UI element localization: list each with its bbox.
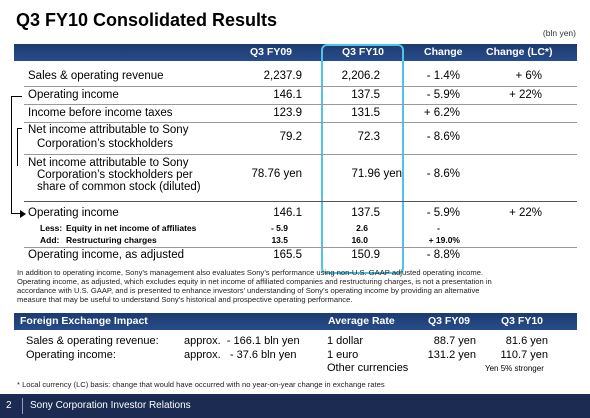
fx-other: Other currencies — [327, 362, 409, 374]
fx-opinc-value: approx. - 37.6 bln yen — [184, 349, 297, 361]
row-adjusted-label: Operating income, as adjusted — [28, 249, 184, 261]
row-pretax-change: + 6.2% — [423, 107, 460, 119]
row-opinc2-fy10: 137.5 — [351, 207, 380, 219]
row-opinc-label: Operating income — [28, 89, 119, 101]
divider — [24, 201, 577, 202]
gaap-note-2: Operating income, as adjusted, which exc… — [17, 277, 492, 286]
fx-sales-label: Sales & operating revenue: — [26, 335, 159, 347]
row-sales-change: - 1.4% — [426, 70, 460, 82]
fx-opinc-label: Operating income: — [26, 349, 116, 361]
row-less-fy09: - 5.9 — [270, 223, 288, 233]
row-eps-change: - 8.6% — [426, 168, 460, 180]
fx-other-note: Yen 5% stronger — [485, 364, 544, 373]
row-pretax-fy09: 123.9 — [273, 107, 302, 119]
row-adjusted-fy10: 150.9 — [351, 249, 380, 261]
gaap-note-3: accordance with U.S. GAAP, and is presen… — [17, 286, 480, 295]
row-add-prefix: Add: — [40, 235, 60, 245]
fx-euro-fy09: 131.2 yen — [427, 349, 476, 361]
row-opinc-lc: + 22% — [509, 89, 542, 101]
gaap-note-4: measure that may be useful to understand… — [17, 295, 353, 304]
row-eps-label3: share of common stock (diluted) — [37, 181, 201, 193]
row-adjusted-change: - 8.8% — [426, 249, 460, 261]
gaap-note-1: In addition to operating income, Sony’s … — [17, 268, 484, 277]
fx-col-rate: Average Rate — [328, 315, 395, 327]
row-sales-label: Sales & operating revenue — [28, 70, 164, 82]
footer-bar: 2 Sony Corporation Investor Relations — [0, 394, 590, 418]
row-eps-label1: Net income attributable to Sony — [28, 157, 189, 169]
net-income-bracket — [17, 128, 22, 166]
arrow-icon — [20, 210, 26, 218]
fx-sales-value: approx. - 166.1 bln yen — [184, 335, 300, 347]
fx-dollar-fy10: 81.6 yen — [505, 335, 548, 347]
col-q3fy10: Q3 FY10 — [342, 46, 385, 58]
row-opinc2-fy09: 146.1 — [273, 207, 302, 219]
row-pretax-fy10: 131.5 — [351, 107, 380, 119]
row-netinc-label1: Net income attributable to Sony — [28, 124, 189, 136]
row-netinc-label2: Corporation’s stockholders — [37, 138, 173, 150]
q3fy10-highlight-box — [321, 44, 404, 274]
divider — [24, 247, 577, 248]
fx-dollar-fy09: 88.7 yen — [433, 335, 476, 347]
footer-text: Sony Corporation Investor Relations — [30, 400, 191, 411]
fx-euro: 1 euro — [327, 349, 359, 361]
row-sales-fy09: 2,237.9 — [263, 70, 302, 82]
row-eps-fy10: 71.96 yen — [351, 168, 402, 180]
row-sales-lc: + 6% — [515, 70, 542, 82]
fx-col-fy10: Q3 FY10 — [501, 315, 544, 327]
footer-divider — [22, 398, 23, 414]
row-netinc-change: - 8.6% — [426, 131, 460, 143]
row-sales-fy10: 2,206.2 — [341, 70, 380, 82]
page-title: Q3 FY10 Consolidated Results — [16, 10, 278, 30]
row-pretax-label: Income before income taxes — [28, 107, 173, 119]
divider — [24, 86, 577, 87]
fx-dollar: 1 dollar — [327, 335, 364, 347]
row-opinc2-label: Operating income — [28, 207, 119, 219]
row-less-change: - — [437, 223, 440, 233]
unit-label: (bln yen) — [542, 28, 576, 38]
row-opinc2-lc: + 22% — [509, 207, 542, 219]
row-less-fy10: 2.6 — [356, 223, 368, 233]
row-add-fy09: 13.5 — [271, 235, 288, 245]
divider — [24, 122, 577, 123]
row-opinc-change: - 5.9% — [426, 89, 460, 101]
row-less-prefix: Less: — [40, 223, 63, 233]
lc-footnote: * Local currency (LC) basis: change that… — [17, 380, 385, 389]
page-number: 2 — [6, 400, 12, 411]
row-add-change: + 19.0% — [428, 235, 460, 245]
row-netinc-fy09: 79.2 — [279, 131, 302, 143]
row-adjusted-fy09: 165.5 — [273, 249, 302, 261]
fx-col-fy09: Q3 FY09 — [428, 315, 471, 327]
col-q3fy09: Q3 FY09 — [250, 46, 293, 58]
fx-header-title: Foreign Exchange Impact — [20, 315, 148, 327]
col-change: Change — [424, 46, 463, 58]
operating-income-bracket — [11, 96, 22, 214]
row-add-fy10: 16.0 — [351, 235, 368, 245]
divider — [24, 104, 577, 105]
fx-table-header: Foreign Exchange Impact Average Rate Q3 … — [14, 313, 577, 330]
row-less-label: Equity in net income of affiliates — [66, 223, 197, 233]
row-eps-label2: Corporation’s stockholders per — [37, 169, 193, 181]
row-opinc-fy09: 146.1 — [273, 89, 302, 101]
row-netinc-fy10: 72.3 — [357, 131, 380, 143]
divider — [24, 154, 577, 155]
results-table-header: Q3 FY09 Q3 FY10 Change Change (LC*) — [14, 44, 577, 61]
row-opinc-fy10: 137.5 — [351, 89, 380, 101]
row-opinc2-change: - 5.9% — [426, 207, 460, 219]
col-change-lc: Change (LC*) — [486, 46, 553, 58]
fx-euro-fy10: 110.7 yen — [500, 349, 548, 361]
row-add-label: Restructuring charges — [66, 235, 157, 245]
row-eps-fy09: 78.76 yen — [251, 168, 302, 180]
